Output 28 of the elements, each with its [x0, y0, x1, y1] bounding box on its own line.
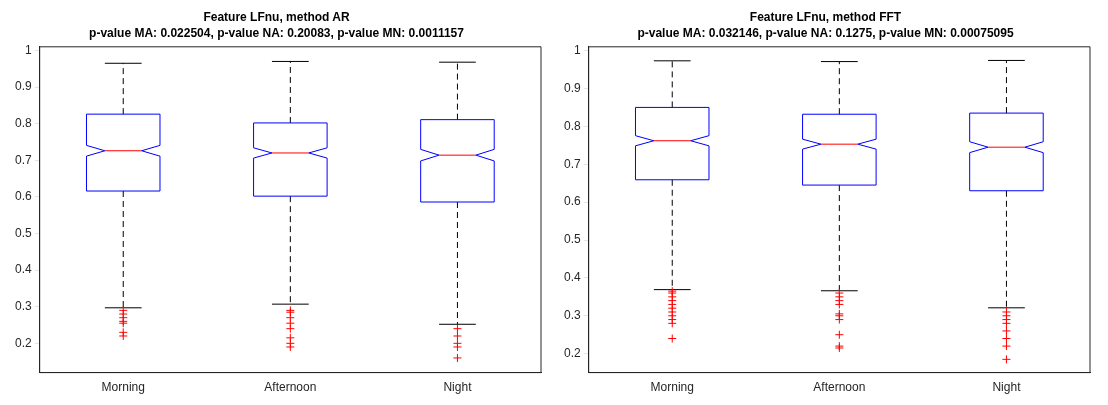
x-tick-label: Morning: [650, 380, 694, 395]
chart-subtitle: p-value MA: 0.032146, p-value NA: 0.1275, p-value MN: 0.00075095: [637, 25, 1014, 40]
y-tick-label: 1: [573, 42, 581, 57]
y-tick-label: 0.9: [563, 80, 581, 95]
y-tick-label: 0.2: [14, 335, 32, 350]
y-tick-label: 0.8: [14, 115, 32, 130]
y-tick-label: 0.5: [563, 232, 581, 247]
y-tick-label: 0.7: [563, 156, 581, 171]
y-tick-label: 0.6: [14, 189, 32, 204]
y-tick-label: 1: [24, 42, 32, 57]
chart-title: Feature LFnu, method AR: [203, 9, 350, 24]
y-tick-label: 0.4: [14, 262, 32, 277]
y-tick-label: 0.7: [14, 152, 32, 167]
x-tick-label: Night: [992, 380, 1022, 395]
x-tick-label: Night: [443, 380, 473, 395]
y-tick-label: 0.5: [14, 225, 32, 240]
x-tick-label: Morning: [101, 380, 145, 395]
y-tick-label: 0.8: [563, 118, 581, 133]
y-tick-label: 0.3: [14, 299, 32, 314]
y-tick-label: 0.2: [563, 345, 581, 360]
y-tick-label: 0.4: [563, 270, 581, 285]
y-tick-label: 0.6: [563, 194, 581, 209]
chart-subtitle: p-value MA: 0.022504, p-value NA: 0.20083, p-value MN: 0.0011157: [89, 25, 465, 40]
y-tick-label: 0.3: [563, 308, 581, 323]
y-tick-label: 0.9: [14, 79, 32, 94]
x-tick-label: Afternoon: [813, 380, 866, 395]
chart-title: Feature LFnu, method FFT: [749, 9, 902, 24]
x-tick-label: Afternoon: [264, 380, 317, 395]
